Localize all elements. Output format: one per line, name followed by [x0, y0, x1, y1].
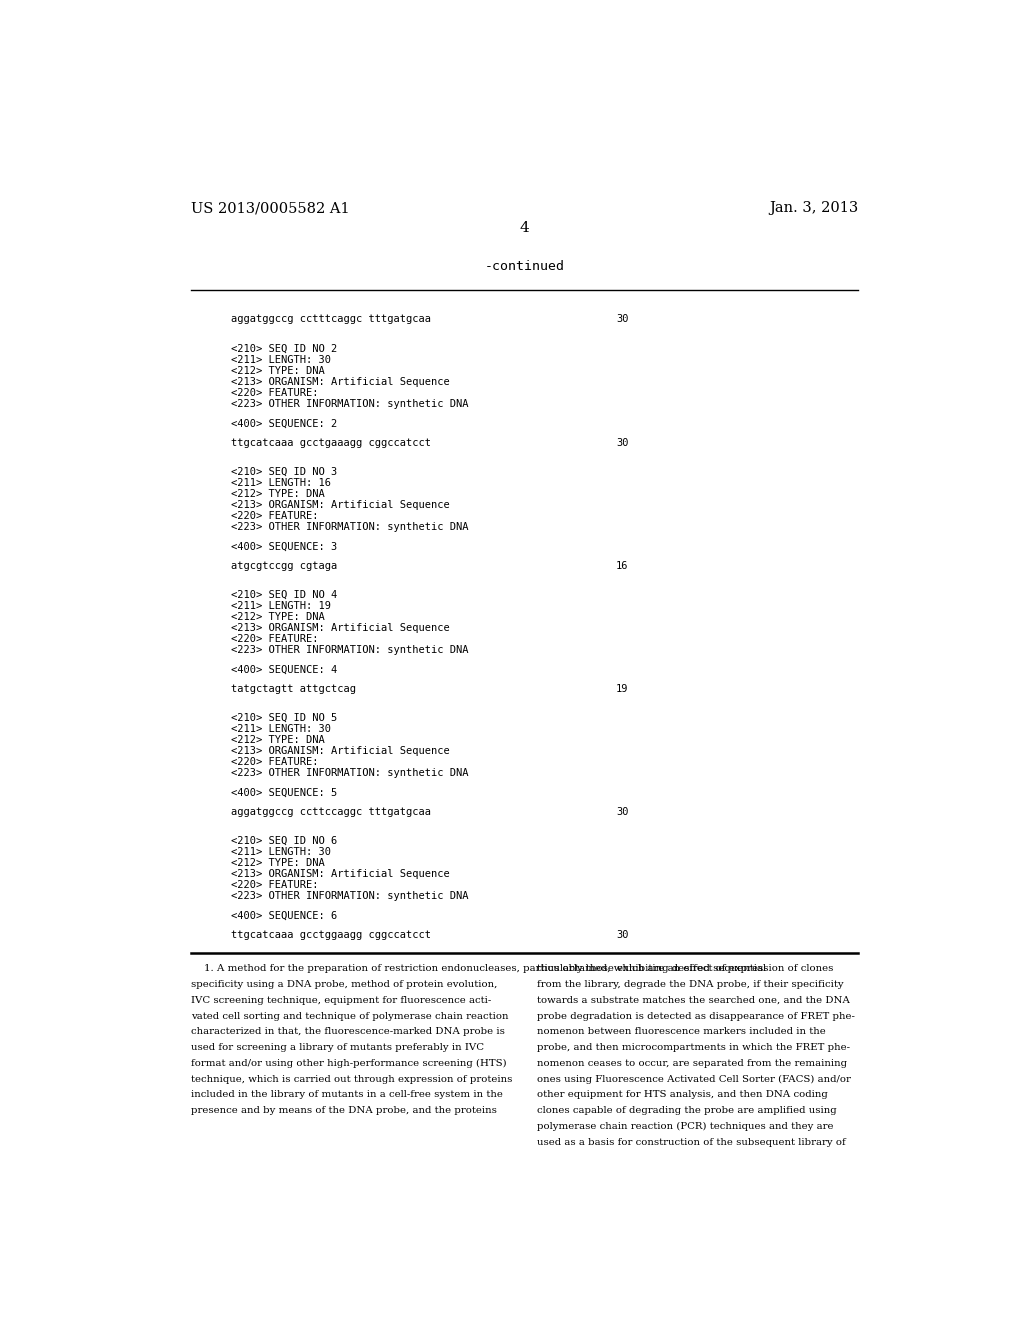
Text: 30: 30 [616, 314, 629, 323]
Text: tatgctagtt attgctcag: tatgctagtt attgctcag [231, 684, 356, 694]
Text: <223> OTHER INFORMATION: synthetic DNA: <223> OTHER INFORMATION: synthetic DNA [231, 645, 469, 655]
Text: characterized in that, the fluorescence-marked DNA probe is: characterized in that, the fluorescence-… [191, 1027, 506, 1036]
Text: aggatggccg ccttccaggc tttgatgcaa: aggatggccg ccttccaggc tttgatgcaa [231, 807, 431, 817]
Text: format and/or using other high-performance screening (HTS): format and/or using other high-performan… [191, 1059, 507, 1068]
Text: <400> SEQUENCE: 5: <400> SEQUENCE: 5 [231, 788, 338, 797]
Text: probe, and then microcompartments in which the FRET phe-: probe, and then microcompartments in whi… [537, 1043, 850, 1052]
Text: nomenon ceases to occur, are separated from the remaining: nomenon ceases to occur, are separated f… [537, 1059, 847, 1068]
Text: -continued: -continued [484, 260, 565, 273]
Text: <211> LENGTH: 30: <211> LENGTH: 30 [231, 723, 331, 734]
Text: included in the library of mutants in a cell-free system in the: included in the library of mutants in a … [191, 1090, 504, 1100]
Text: 30: 30 [616, 807, 629, 817]
Text: <212> TYPE: DNA: <212> TYPE: DNA [231, 488, 325, 499]
Text: 30: 30 [616, 438, 629, 447]
Text: 16: 16 [616, 561, 629, 570]
Text: vated cell sorting and technique of polymerase chain reaction: vated cell sorting and technique of poly… [191, 1011, 509, 1020]
Text: Jan. 3, 2013: Jan. 3, 2013 [769, 201, 858, 215]
Text: <211> LENGTH: 16: <211> LENGTH: 16 [231, 478, 331, 487]
Text: thus obtained, which are an effect of expression of clones: thus obtained, which are an effect of ex… [537, 965, 834, 973]
Text: <211> LENGTH: 30: <211> LENGTH: 30 [231, 846, 331, 857]
Text: US 2013/0005582 A1: US 2013/0005582 A1 [191, 201, 350, 215]
Text: <220> FEATURE:: <220> FEATURE: [231, 388, 318, 399]
Text: presence and by means of the DNA probe, and the proteins: presence and by means of the DNA probe, … [191, 1106, 498, 1115]
Text: <223> OTHER INFORMATION: synthetic DNA: <223> OTHER INFORMATION: synthetic DNA [231, 399, 469, 409]
Text: <223> OTHER INFORMATION: synthetic DNA: <223> OTHER INFORMATION: synthetic DNA [231, 891, 469, 902]
Text: <211> LENGTH: 19: <211> LENGTH: 19 [231, 601, 331, 611]
Text: <213> ORGANISM: Artificial Sequence: <213> ORGANISM: Artificial Sequence [231, 623, 450, 632]
Text: from the library, degrade the DNA probe, if their specificity: from the library, degrade the DNA probe,… [537, 981, 844, 989]
Text: 1. A method for the preparation of restriction endonucleases, particularly those: 1. A method for the preparation of restr… [191, 965, 767, 973]
Text: <220> FEATURE:: <220> FEATURE: [231, 758, 318, 767]
Text: <210> SEQ ID NO 4: <210> SEQ ID NO 4 [231, 589, 338, 599]
Text: <212> TYPE: DNA: <212> TYPE: DNA [231, 366, 325, 376]
Text: ones using Fluorescence Activated Cell Sorter (FACS) and/or: ones using Fluorescence Activated Cell S… [537, 1074, 851, 1084]
Text: atgcgtccgg cgtaga: atgcgtccgg cgtaga [231, 561, 338, 570]
Text: <210> SEQ ID NO 5: <210> SEQ ID NO 5 [231, 713, 338, 722]
Text: clones capable of degrading the probe are amplified using: clones capable of degrading the probe ar… [537, 1106, 837, 1115]
Text: technique, which is carried out through expression of proteins: technique, which is carried out through … [191, 1074, 513, 1084]
Text: <212> TYPE: DNA: <212> TYPE: DNA [231, 611, 325, 622]
Text: probe degradation is detected as disappearance of FRET phe-: probe degradation is detected as disappe… [537, 1011, 855, 1020]
Text: <210> SEQ ID NO 3: <210> SEQ ID NO 3 [231, 466, 338, 477]
Text: polymerase chain reaction (PCR) techniques and they are: polymerase chain reaction (PCR) techniqu… [537, 1122, 834, 1131]
Text: <212> TYPE: DNA: <212> TYPE: DNA [231, 735, 325, 744]
Text: 19: 19 [616, 684, 629, 694]
Text: <212> TYPE: DNA: <212> TYPE: DNA [231, 858, 325, 867]
Text: <220> FEATURE:: <220> FEATURE: [231, 634, 318, 644]
Text: ttgcatcaaa gcctggaagg cggccatcct: ttgcatcaaa gcctggaagg cggccatcct [231, 929, 431, 940]
Text: <400> SEQUENCE: 3: <400> SEQUENCE: 3 [231, 541, 338, 552]
Text: other equipment for HTS analysis, and then DNA coding: other equipment for HTS analysis, and th… [537, 1090, 827, 1100]
Text: <223> OTHER INFORMATION: synthetic DNA: <223> OTHER INFORMATION: synthetic DNA [231, 768, 469, 779]
Text: <223> OTHER INFORMATION: synthetic DNA: <223> OTHER INFORMATION: synthetic DNA [231, 523, 469, 532]
Text: nomenon between fluorescence markers included in the: nomenon between fluorescence markers inc… [537, 1027, 825, 1036]
Text: <220> FEATURE:: <220> FEATURE: [231, 511, 318, 521]
Text: 4: 4 [520, 222, 529, 235]
Text: aggatggccg cctttcaggc tttgatgcaa: aggatggccg cctttcaggc tttgatgcaa [231, 314, 431, 323]
Text: used as a basis for construction of the subsequent library of: used as a basis for construction of the … [537, 1138, 846, 1147]
Text: <213> ORGANISM: Artificial Sequence: <213> ORGANISM: Artificial Sequence [231, 378, 450, 387]
Text: specificity using a DNA probe, method of protein evolution,: specificity using a DNA probe, method of… [191, 981, 498, 989]
Text: <211> LENGTH: 30: <211> LENGTH: 30 [231, 355, 331, 364]
Text: IVC screening technique, equipment for fluorescence acti-: IVC screening technique, equipment for f… [191, 995, 492, 1005]
Text: <213> ORGANISM: Artificial Sequence: <213> ORGANISM: Artificial Sequence [231, 746, 450, 756]
Text: ttgcatcaaa gcctgaaagg cggccatcct: ttgcatcaaa gcctgaaagg cggccatcct [231, 438, 431, 447]
Text: <400> SEQUENCE: 2: <400> SEQUENCE: 2 [231, 418, 338, 429]
Text: 30: 30 [616, 929, 629, 940]
Text: <213> ORGANISM: Artificial Sequence: <213> ORGANISM: Artificial Sequence [231, 500, 450, 510]
Text: <400> SEQUENCE: 4: <400> SEQUENCE: 4 [231, 664, 338, 675]
Text: used for screening a library of mutants preferably in IVC: used for screening a library of mutants … [191, 1043, 484, 1052]
Text: <210> SEQ ID NO 2: <210> SEQ ID NO 2 [231, 343, 338, 354]
Text: <400> SEQUENCE: 6: <400> SEQUENCE: 6 [231, 911, 338, 920]
Text: <213> ORGANISM: Artificial Sequence: <213> ORGANISM: Artificial Sequence [231, 869, 450, 879]
Text: towards a substrate matches the searched one, and the DNA: towards a substrate matches the searched… [537, 995, 850, 1005]
Text: <220> FEATURE:: <220> FEATURE: [231, 880, 318, 890]
Text: <210> SEQ ID NO 6: <210> SEQ ID NO 6 [231, 836, 338, 845]
